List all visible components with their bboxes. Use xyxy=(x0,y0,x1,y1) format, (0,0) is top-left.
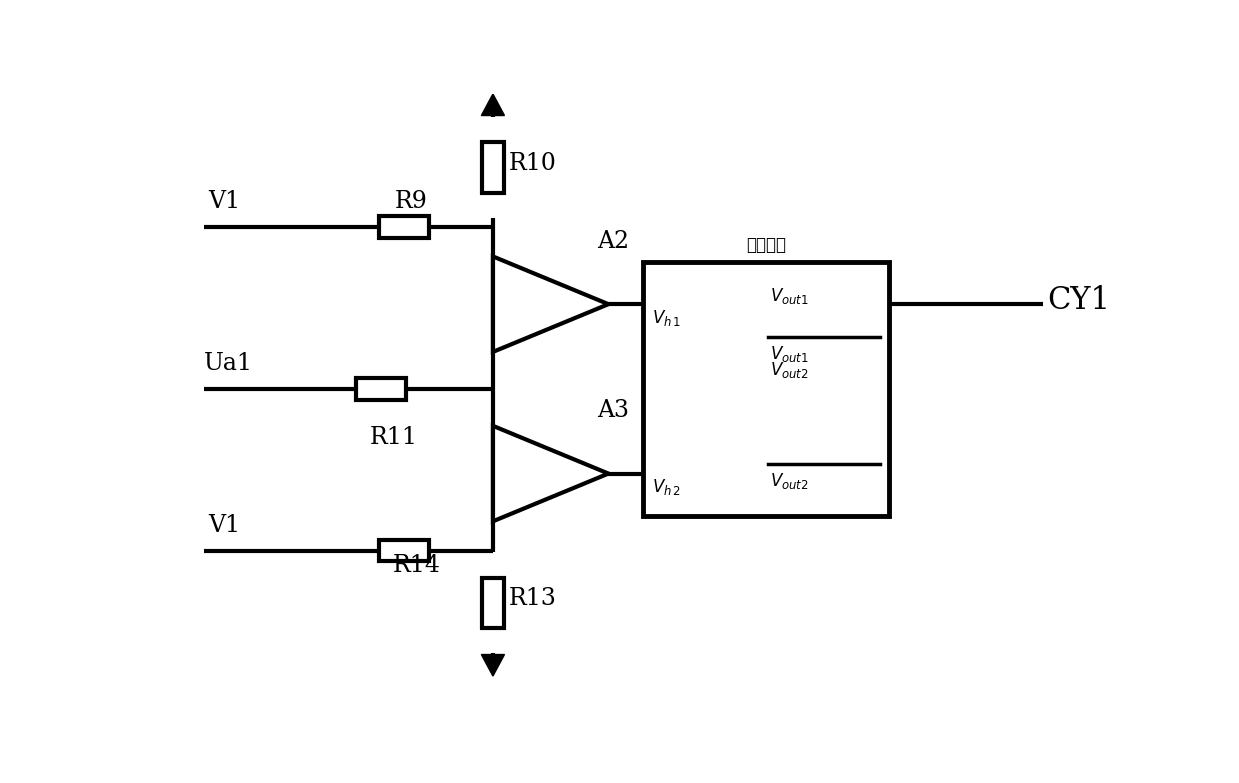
Polygon shape xyxy=(482,94,504,116)
Text: CY1: CY1 xyxy=(1047,285,1110,316)
Text: R14: R14 xyxy=(393,554,441,577)
Text: V1: V1 xyxy=(208,514,240,536)
Text: 触发电路: 触发电路 xyxy=(746,236,787,254)
Text: R13: R13 xyxy=(508,587,556,610)
Text: $V_{out1}$: $V_{out1}$ xyxy=(771,287,809,306)
Text: R9: R9 xyxy=(395,190,427,213)
Text: $V_{h\,2}$: $V_{h\,2}$ xyxy=(652,478,681,497)
Bar xyxy=(379,539,430,561)
Bar xyxy=(482,578,504,627)
Text: A3: A3 xyxy=(597,399,629,422)
Text: Ua1: Ua1 xyxy=(204,352,253,375)
Bar xyxy=(357,378,406,399)
Text: R11: R11 xyxy=(369,426,418,449)
Text: $V_{out2}$: $V_{out2}$ xyxy=(771,359,809,380)
Text: R10: R10 xyxy=(508,152,556,175)
Text: V1: V1 xyxy=(208,190,240,213)
Text: $V_{out1}$: $V_{out1}$ xyxy=(771,345,809,364)
Text: $V_{out2}$: $V_{out2}$ xyxy=(771,471,809,491)
Polygon shape xyxy=(482,655,504,676)
Bar xyxy=(482,143,504,193)
Text: A2: A2 xyxy=(597,229,629,253)
Text: $V_{h\,1}$: $V_{h\,1}$ xyxy=(652,308,681,328)
Bar xyxy=(379,216,430,238)
Bar xyxy=(643,262,890,516)
